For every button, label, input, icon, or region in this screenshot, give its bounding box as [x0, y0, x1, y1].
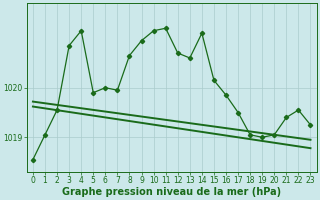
X-axis label: Graphe pression niveau de la mer (hPa): Graphe pression niveau de la mer (hPa): [62, 187, 281, 197]
